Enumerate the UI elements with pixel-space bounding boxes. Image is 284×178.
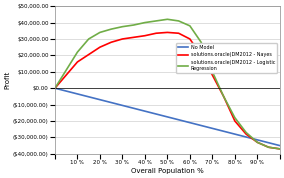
- solutions.oracle(DM2012 - Logistic
Regression: [233, 117, 237, 119]
- solutions.oracle(DM2012 - Logistic
Regression: [98, 31, 102, 33]
- solutions.oracle(DM2012 - Logistic
Regression: [76, 51, 79, 53]
- solutions.oracle(DM2012 - Nayes: [211, 74, 214, 76]
- solutions.oracle(DM2012 - Logistic
Regression: [143, 22, 147, 24]
- solutions.oracle(DM2012 - Nayes: [143, 35, 147, 37]
- solutions.oracle(DM2012 - Nayes: [188, 38, 192, 40]
- solutions.oracle(DM2012 - Logistic
Regression: [256, 141, 259, 143]
- X-axis label: Overall Population %: Overall Population %: [131, 168, 204, 174]
- solutions.oracle(DM2012 - Nayes: [132, 36, 135, 38]
- Legend: No Model, solutions.oracle(DM2012 - Nayes, solutions.oracle(DM2012 - Logistic
Re: No Model, solutions.oracle(DM2012 - Naye…: [176, 43, 277, 73]
- solutions.oracle(DM2012 - Nayes: [256, 141, 259, 143]
- solutions.oracle(DM2012 - Nayes: [154, 32, 158, 34]
- Line: solutions.oracle(DM2012 - Logistic
Regression: solutions.oracle(DM2012 - Logistic Regre…: [55, 19, 280, 149]
- solutions.oracle(DM2012 - Logistic
Regression: [199, 41, 203, 43]
- solutions.oracle(DM2012 - Nayes: [76, 61, 79, 63]
- solutions.oracle(DM2012 - Nayes: [98, 46, 102, 48]
- solutions.oracle(DM2012 - Nayes: [199, 54, 203, 56]
- solutions.oracle(DM2012 - Logistic
Regression: [166, 18, 169, 20]
- solutions.oracle(DM2012 - Nayes: [121, 38, 124, 40]
- solutions.oracle(DM2012 - Nayes: [233, 120, 237, 122]
- solutions.oracle(DM2012 - Logistic
Regression: [53, 87, 57, 89]
- solutions.oracle(DM2012 - Logistic
Regression: [267, 146, 270, 148]
- solutions.oracle(DM2012 - Logistic
Regression: [87, 38, 90, 40]
- solutions.oracle(DM2012 - Nayes: [245, 133, 248, 135]
- solutions.oracle(DM2012 - Nayes: [53, 87, 57, 89]
- solutions.oracle(DM2012 - Nayes: [109, 41, 113, 43]
- solutions.oracle(DM2012 - Logistic
Regression: [222, 95, 225, 98]
- solutions.oracle(DM2012 - Nayes: [267, 146, 270, 148]
- solutions.oracle(DM2012 - Logistic
Regression: [109, 28, 113, 30]
- solutions.oracle(DM2012 - Nayes: [166, 31, 169, 33]
- solutions.oracle(DM2012 - Logistic
Regression: [177, 20, 180, 22]
- Y-axis label: Profit: Profit: [4, 71, 10, 89]
- solutions.oracle(DM2012 - Logistic
Regression: [211, 71, 214, 73]
- solutions.oracle(DM2012 - Logistic
Regression: [188, 25, 192, 27]
- Line: solutions.oracle(DM2012 - Nayes: solutions.oracle(DM2012 - Nayes: [55, 32, 280, 149]
- solutions.oracle(DM2012 - Nayes: [222, 95, 225, 98]
- solutions.oracle(DM2012 - Logistic
Regression: [154, 20, 158, 22]
- solutions.oracle(DM2012 - Logistic
Regression: [245, 131, 248, 134]
- solutions.oracle(DM2012 - Nayes: [278, 148, 281, 150]
- solutions.oracle(DM2012 - Logistic
Regression: [132, 24, 135, 26]
- solutions.oracle(DM2012 - Logistic
Regression: [278, 148, 281, 150]
- solutions.oracle(DM2012 - Nayes: [177, 32, 180, 34]
- solutions.oracle(DM2012 - Logistic
Regression: [121, 26, 124, 28]
